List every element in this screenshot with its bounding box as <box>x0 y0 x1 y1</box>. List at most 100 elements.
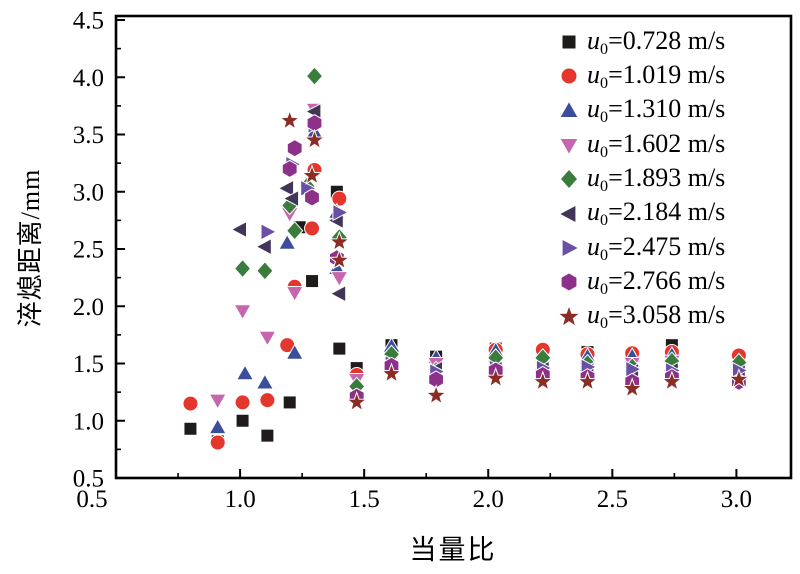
hexagon-marker-icon <box>558 271 580 293</box>
y-tick-label: 3.5 <box>73 122 104 149</box>
legend-label: u0=2.184 m/s <box>587 197 726 230</box>
data-point-triangle-up <box>208 417 227 435</box>
data-point-triangle-down <box>208 393 227 410</box>
legend-item: u0=1.019 m/s <box>558 59 796 93</box>
data-point-diamond <box>561 170 577 189</box>
data-point-hexagon <box>561 273 577 291</box>
y-axis-title: 淬熄距离/mm <box>16 168 45 328</box>
data-point-square <box>183 421 198 436</box>
data-point-square <box>282 395 297 410</box>
data-point-hexagon <box>281 159 298 178</box>
x-tick-label: 2.0 <box>473 486 504 513</box>
data-point-triangle-left <box>230 220 247 239</box>
data-point-circle <box>182 395 199 412</box>
x-tick-label: 1.0 <box>224 486 255 513</box>
data-point-star <box>303 128 326 150</box>
data-point-star <box>425 384 447 405</box>
legend-label: u0=1.310 m/s <box>587 94 726 127</box>
data-point-star <box>559 306 579 325</box>
data-point-star <box>621 377 644 398</box>
legend-item: u0=2.475 m/s <box>558 231 796 265</box>
data-point-triangle-up <box>560 102 578 117</box>
legend-label: u0=1.019 m/s <box>587 60 726 92</box>
legend-label: u0=3.058 m/s <box>587 300 726 332</box>
triangle-right-marker-icon <box>558 237 580 259</box>
y-tick-label: 1.5 <box>73 351 104 378</box>
data-point-star <box>328 249 351 270</box>
data-point-triangle-up <box>255 373 275 390</box>
hexagon-glyph <box>561 273 577 291</box>
y-tick-label: 2.0 <box>73 294 104 321</box>
data-point-triangle-down <box>330 271 349 288</box>
y-tick-label: 1.0 <box>73 408 104 435</box>
data-point-star <box>278 109 301 131</box>
data-point-star <box>484 366 507 388</box>
data-point-star <box>728 368 750 389</box>
data-point-diamond <box>305 66 324 86</box>
data-point-triangle-left <box>282 189 300 208</box>
data-point-diamond <box>233 258 252 279</box>
y-tick-label: 4.5 <box>73 8 104 35</box>
legend-item: u0=3.058 m/s <box>558 299 796 333</box>
data-point-triangle-right <box>625 360 642 379</box>
triangle-right-glyph <box>562 239 578 256</box>
data-point-square <box>562 35 576 49</box>
data-point-triangle-left <box>255 237 272 256</box>
y-tick-label: 3.0 <box>73 179 104 206</box>
data-point-triangle-down <box>258 330 277 347</box>
legend-label: u0=2.766 m/s <box>587 265 726 298</box>
legend-item: u0=2.184 m/s <box>558 196 796 230</box>
data-point-triangle-up <box>285 343 304 360</box>
triangle-left-glyph <box>560 205 576 222</box>
legend: u0=0.728 m/s u0=1.019 m/s u0=1.310 m/s u… <box>558 25 796 334</box>
data-point-hexagon <box>304 188 320 207</box>
legend-label: u0=1.602 m/s <box>587 128 726 161</box>
data-point-star <box>661 370 683 392</box>
legend-item: u0=0.728 m/s <box>558 25 796 59</box>
data-point-triangle-down <box>233 304 252 321</box>
data-point-circle <box>259 392 276 409</box>
data-point-star <box>345 390 368 412</box>
star-marker-icon <box>558 306 580 328</box>
data-point-triangle-up <box>278 233 297 250</box>
data-point-square <box>332 341 347 356</box>
square-glyph <box>562 35 576 49</box>
legend-item: u0=1.602 m/s <box>558 128 796 162</box>
triangle-up-marker-icon <box>558 100 580 122</box>
y-tick-label: 0.5 <box>73 466 104 493</box>
data-point-hexagon <box>286 139 303 158</box>
data-point-triangle-right <box>562 239 578 256</box>
data-point-circle <box>209 434 226 451</box>
triangle-down-marker-icon <box>558 134 580 156</box>
data-point-triangle-right <box>332 203 349 222</box>
diamond-glyph <box>561 170 577 189</box>
data-point-triangle-left <box>560 205 576 222</box>
x-tick-label: 2.5 <box>597 486 628 513</box>
x-tick-label: 1.5 <box>349 486 380 513</box>
star-glyph <box>559 306 579 325</box>
data-point-star <box>576 370 599 392</box>
square-marker-icon <box>558 31 580 53</box>
data-point-star <box>380 362 403 384</box>
triangle-left-marker-icon <box>558 203 580 225</box>
diamond-marker-icon <box>558 168 580 190</box>
data-point-circle <box>234 394 251 411</box>
legend-label: u0=2.475 m/s <box>587 231 726 264</box>
data-point-triangle-left <box>329 284 347 303</box>
legend-label: u0=1.893 m/s <box>587 162 726 195</box>
triangle-down-glyph <box>560 139 578 154</box>
data-point-square <box>235 413 250 428</box>
legend-item: u0=1.310 m/s <box>558 94 796 128</box>
data-point-triangle-up <box>235 364 255 381</box>
legend-label: u0=0.728 m/s <box>587 25 726 58</box>
circle-marker-icon <box>558 65 580 87</box>
data-point-diamond <box>256 261 274 281</box>
x-tick-label: 0.5 <box>76 486 107 513</box>
data-point-square <box>305 274 320 289</box>
data-point-circle <box>304 220 321 237</box>
plot-frame <box>114 14 793 480</box>
data-point-triangle-left <box>277 179 295 198</box>
data-point-star <box>301 164 324 185</box>
